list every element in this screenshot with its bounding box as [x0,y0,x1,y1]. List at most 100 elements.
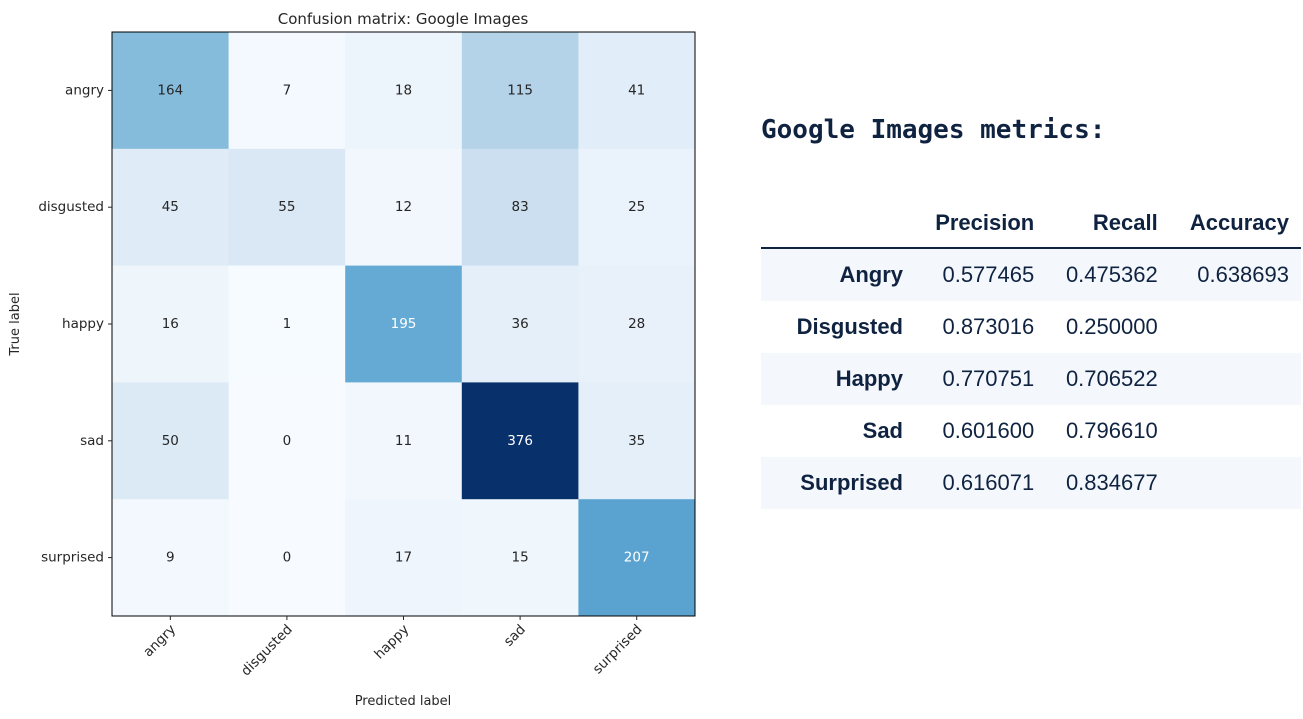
cell-value-label: 25 [628,199,645,215]
metrics-row-disgusted: Disgusted 0.873016 0.250000 [761,301,1301,353]
heatmap-cell-sad-sad [461,382,579,500]
heatmap-cell-disgusted-angry [112,148,230,267]
metrics-row-label: Surprised [761,457,915,509]
confusion-matrix-chart: Confusion matrix: Google Images 164 7 18 11… [8,10,696,709]
precision-cell: 0.873016 [942,314,1035,339]
heatmap-cell-happy-angry [112,265,230,383]
metrics-row-angry: Angry 0.577465 0.475362 0.638693 [761,248,1301,301]
y-tick-label: happy [62,316,104,332]
metrics-row-label: Angry [761,248,915,301]
heatmap-cell-disgusted-happy [345,148,463,267]
cell-value-label: 28 [628,316,645,332]
cell-value-label: 45 [162,199,179,215]
cell-value-label: 50 [162,433,179,449]
heatmap-cell-surprised-sad [461,499,579,617]
heatmap-cell-disgusted-surprised [578,148,696,267]
metrics-row-happy: Happy 0.770751 0.706522 [761,353,1301,405]
heatmap-cell-surprised-happy [345,499,463,617]
heatmap-cell-happy-surprised [578,265,696,383]
cell-value-label: 83 [512,199,529,215]
y-tick-label: surprised [41,550,104,566]
recall-cell: 0.834677 [1046,457,1170,509]
metrics-header-recall: Recall [1046,198,1170,249]
precision-cell: 0.601600 [942,418,1035,443]
heatmap-cell-angry-angry [112,32,230,150]
heatmap-cell-angry-surprised [578,32,696,150]
cell-value-label: 18 [395,82,412,98]
metrics-header-accuracy: Accuracy [1169,198,1301,249]
recall-cell: 0.250000 [1065,314,1158,339]
cell-value-label: 7 [283,82,292,98]
metrics-row-sad: Sad 0.601600 0.796610 [761,405,1301,457]
cell-value-label: 55 [278,199,295,215]
heatmap-cell-angry-sad [461,32,579,150]
heatmap-cell-sad-angry [112,382,230,500]
metrics-header-precision: Precision [915,198,1047,249]
heatmap-cell-sad-disgusted [228,382,346,500]
x-tick-label: happy [371,622,412,663]
chart-title: Confusion matrix: Google Images [278,10,529,28]
accuracy-cell [1169,353,1301,405]
cell-value-label: 376 [507,433,533,449]
accuracy-cell [1170,405,1301,457]
cell-value-label: 35 [628,433,645,449]
accuracy-cell: 0.638693 [1169,248,1301,301]
y-tick-label: disgusted [38,199,104,215]
cell-value-label: 115 [507,82,533,98]
cell-value-labels: 164 7 18 115 41 45 55 12 83 25 16 1 195 36 28 50 0 11 376 3… [157,82,649,565]
x-tick-label: disgusted [238,622,296,680]
metrics-row-surprised: Surprised 0.616071 0.834677 [761,457,1301,509]
heatmap-cell-sad-surprised [578,382,696,500]
cell-value-label: 15 [512,550,529,566]
recall-cell: 0.796610 [1065,418,1158,443]
x-tick-label: angry [140,622,179,661]
metrics-header-row: Precision Recall Accuracy [761,198,1301,249]
metrics-row-label: Disgusted [796,314,903,339]
heatmap-cell-disgusted-sad [461,148,579,267]
metrics-table: Precision Recall Accuracy Angry 0.577465… [761,198,1301,509]
y-tick-labels: angry disgusted happy sad surprised [38,82,112,566]
cell-value-label: 36 [512,316,529,332]
cell-value-label: 1 [283,316,292,332]
accuracy-cell [1170,301,1301,353]
metrics-row-label: Happy [761,353,915,405]
heatmap-cell-angry-happy [345,32,463,150]
cell-value-label: 11 [395,433,412,449]
heatmap-cell-disgusted-disgusted [228,148,346,267]
metrics-panel: Google Images metrics: Precision Recall … [761,110,1301,509]
heatmap-cell-surprised-surprised [578,499,696,617]
recall-cell: 0.706522 [1046,353,1170,405]
metrics-row-label: Sad [862,418,903,443]
y-tick-label: sad [80,433,104,449]
heatmap-cells [112,32,696,617]
cell-value-label: 16 [162,316,179,332]
metrics-title: Google Images metrics: [761,115,1106,145]
heatmap-cell-surprised-disgusted [228,499,346,617]
precision-cell: 0.577465 [915,248,1047,301]
heatmap-cell-angry-disgusted [228,32,346,150]
x-tick-labels: angry disgusted happy sad surprised [140,616,646,680]
x-tick-label: surprised [590,622,646,678]
cell-value-label: 164 [157,82,183,98]
metrics-header-empty [761,198,915,249]
precision-cell: 0.616071 [915,457,1047,509]
heatmap-cell-sad-happy [345,382,463,500]
recall-cell: 0.475362 [1046,248,1170,301]
cell-value-label: 0 [283,433,292,449]
cell-value-label: 17 [395,550,412,566]
cell-value-label: 207 [624,550,650,566]
cell-value-label: 195 [391,316,417,332]
accuracy-cell [1169,457,1301,509]
heatmap-cell-happy-disgusted [228,265,346,383]
cell-value-label: 0 [283,550,292,566]
x-axis-label: Predicted label [355,694,452,709]
y-tick-label: angry [65,82,104,98]
heatmap-cell-happy-happy [345,265,463,383]
y-axis-label: True label [8,292,23,356]
precision-cell: 0.770751 [915,353,1047,405]
x-tick-label: sad [501,622,529,650]
cell-value-label: 9 [166,550,175,566]
cell-value-label: 41 [628,82,645,98]
heatmap-cell-surprised-angry [112,499,230,617]
cell-value-label: 12 [395,199,412,215]
